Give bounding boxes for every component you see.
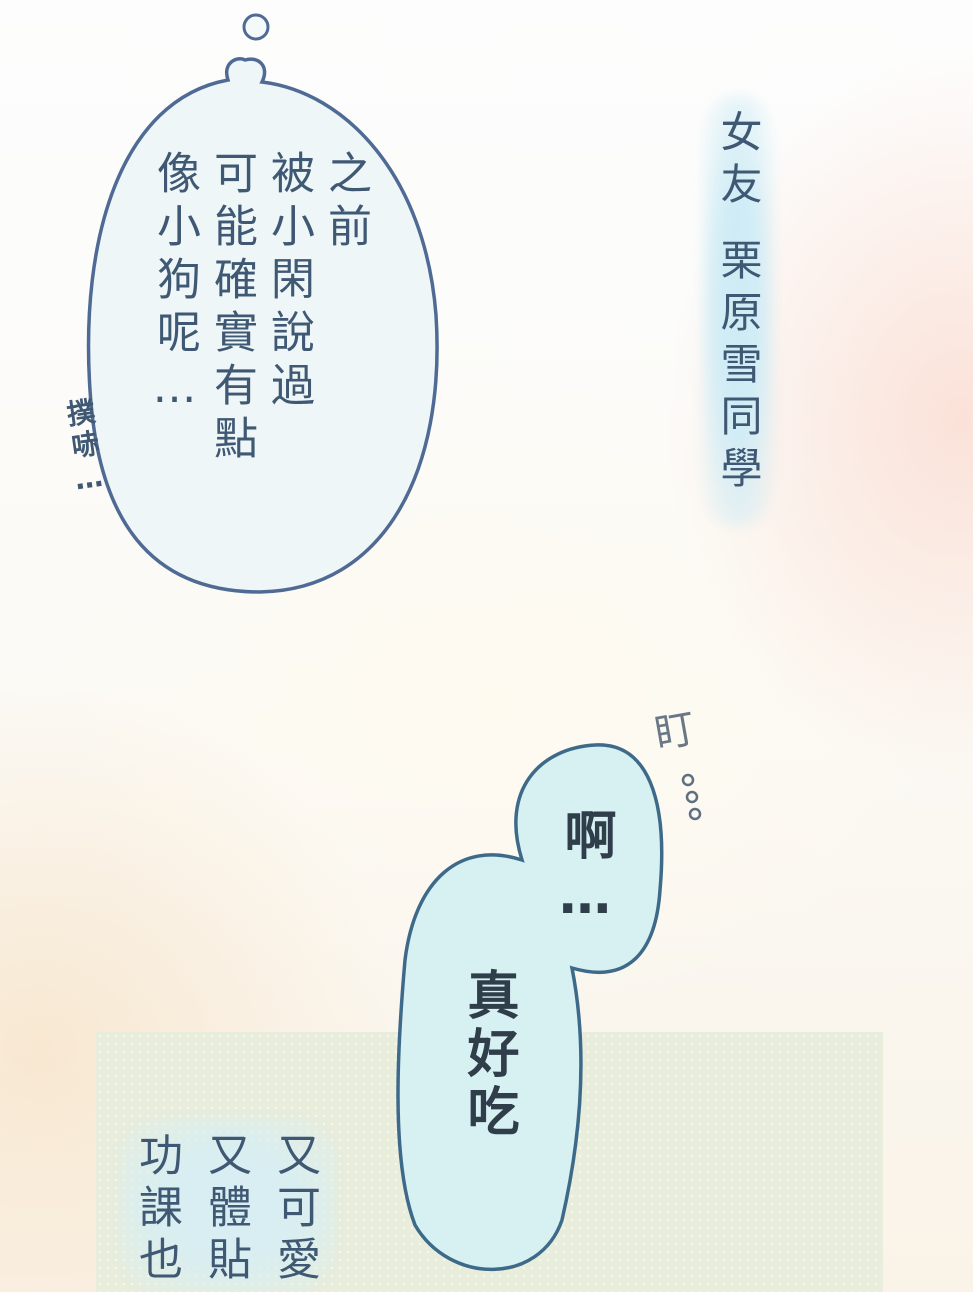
panel-col-2: 又體貼 bbox=[200, 1132, 251, 1288]
sfx-dot-3 bbox=[688, 807, 702, 821]
thought-col-4: 像小狗呢… bbox=[149, 150, 200, 422]
caption-line-name: 栗原雪同學 bbox=[714, 238, 763, 498]
sfx-dot-1 bbox=[681, 773, 695, 787]
thought-col-3: 可能確實有點 bbox=[206, 150, 257, 468]
thought-bubble-tail-dot-top bbox=[242, 13, 270, 41]
thought-col-1: 之前 bbox=[320, 150, 371, 256]
caption-glow bbox=[703, 96, 773, 526]
speech-bubble bbox=[396, 743, 664, 1272]
thought-col-2: 被小閑說過 bbox=[263, 150, 314, 415]
panel-col-3: 功課也 bbox=[131, 1132, 182, 1288]
sfx-dot-2 bbox=[685, 790, 699, 804]
panel-text-glow bbox=[120, 1118, 335, 1292]
panel-col-1: 又可愛 bbox=[269, 1132, 320, 1288]
caption-line-girlfriend: 女友 bbox=[714, 110, 763, 214]
thought-bubble bbox=[86, 57, 439, 594]
speech-line-ah: 啊… bbox=[555, 808, 615, 932]
sfx-stare: 盯 bbox=[651, 705, 699, 759]
speech-line-delicious: 真好吃 bbox=[458, 968, 518, 1142]
